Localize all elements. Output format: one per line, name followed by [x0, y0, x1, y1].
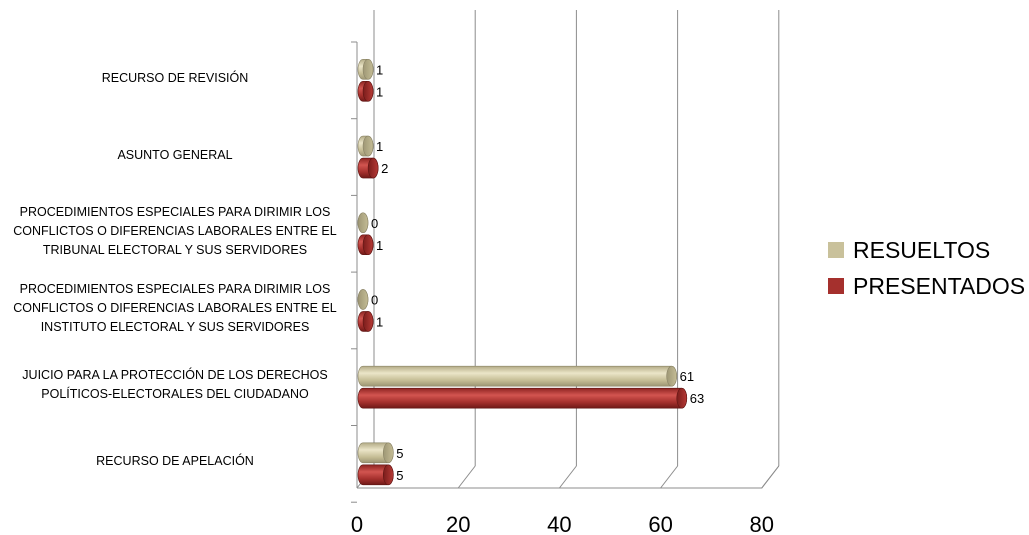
bar-presentados: [357, 157, 379, 179]
data-label: 61: [680, 369, 694, 384]
bar-resueltos: [357, 135, 374, 157]
gridline-floor: [457, 465, 476, 489]
category-label-line: ASUNTO GENERAL: [117, 147, 233, 162]
category-label-line: POLÍTICOS-ELECTORALES DEL CIUDADANO: [41, 387, 309, 402]
bar-resueltos: [357, 365, 677, 387]
category-label-line: RECURSO DE APELACIÓN: [96, 454, 254, 469]
data-label: 63: [690, 391, 704, 406]
gridlines: [356, 10, 780, 489]
x-axis-ticks: 0 20 40 60 80: [351, 512, 774, 535]
bar-resueltos: [357, 212, 369, 234]
data-label: 0: [371, 292, 378, 307]
category-label-line: TRIBUNAL ELECTORAL Y SUS SERVIDORES: [42, 243, 308, 258]
category-label: RECURSO DE APELACIÓN: [0, 452, 350, 471]
category-label-line: JUICIO PARA LA PROTECCIÓN DE LOS DERECHO…: [22, 368, 328, 383]
category-label: RECURSO DE REVISIÓN: [0, 69, 350, 88]
category-label-line: RECURSO DE REVISIÓN: [101, 70, 249, 85]
data-label: 1: [376, 62, 383, 77]
legend-label-presentados: PRESENTADOS: [853, 272, 1026, 299]
bar-presentados: [357, 311, 374, 332]
bar-presentados: [357, 234, 374, 256]
gridline-floor: [660, 465, 678, 489]
x-tick-label: 80: [750, 512, 774, 535]
data-labels: 1 1 1 2 0 1 0 1 61 63 5 5: [371, 62, 704, 483]
gridline-floor: [559, 465, 577, 489]
data-label: 1: [376, 84, 383, 99]
category-label: JUICIO PARA LA PROTECCIÓN DE LOS DERECHO…: [0, 366, 350, 404]
x-tick-label: 20: [446, 512, 470, 535]
category-label-line: CONFLICTOS O DIFERENCIAS LABORALES ENTRE…: [13, 300, 337, 315]
category-label: PROCEDIMIENTOS ESPECIALES PARA DIRIMIR L…: [0, 203, 350, 260]
data-label: 1: [376, 238, 383, 253]
bar-resueltos: [357, 59, 374, 80]
data-label: 0: [371, 216, 378, 231]
bars: [357, 59, 688, 486]
legend: RESUELTOS PRESENTADOS: [828, 232, 1025, 304]
x-tick-label: 40: [547, 512, 571, 535]
legend-item-presentados: PRESENTADOS: [828, 268, 1025, 304]
data-label: 5: [396, 446, 403, 461]
data-label: 1: [376, 314, 383, 329]
bar-resueltos: [357, 442, 394, 464]
category-label: PROCEDIMIENTOS ESPECIALES PARA DIRIMIR L…: [0, 280, 350, 337]
category-label-line: PROCEDIMIENTOS ESPECIALES PARA DIRIMIR L…: [19, 205, 331, 220]
x-tick-label: 60: [648, 512, 672, 535]
legend-swatch-presentados: [828, 278, 844, 294]
legend-item-resueltos: RESUELTOS: [828, 232, 1025, 268]
data-label: 2: [381, 161, 388, 176]
legend-label-resueltos: RESUELTOS: [853, 236, 991, 263]
x-tick-label: 0: [351, 512, 363, 535]
category-label-line: PROCEDIMIENTOS ESPECIALES PARA DIRIMIR L…: [19, 281, 331, 296]
gridline-floor: [761, 465, 780, 489]
category-label-line: CONFLICTOS O DIFERENCIAS LABORALES ENTRE…: [13, 224, 337, 239]
data-label: 1: [376, 139, 383, 154]
category-axis: [351, 41, 358, 503]
bar-presentados: [357, 387, 688, 409]
bar-resueltos: [357, 289, 369, 310]
bar-presentados: [357, 81, 374, 102]
data-label: 5: [396, 468, 403, 483]
category-label: ASUNTO GENERAL: [0, 146, 350, 165]
bar-presentados: [357, 464, 394, 486]
legend-swatch-resueltos: [828, 242, 844, 258]
category-label-line: INSTITUTO ELECTORAL Y SUS SERVIDORES: [40, 319, 310, 334]
